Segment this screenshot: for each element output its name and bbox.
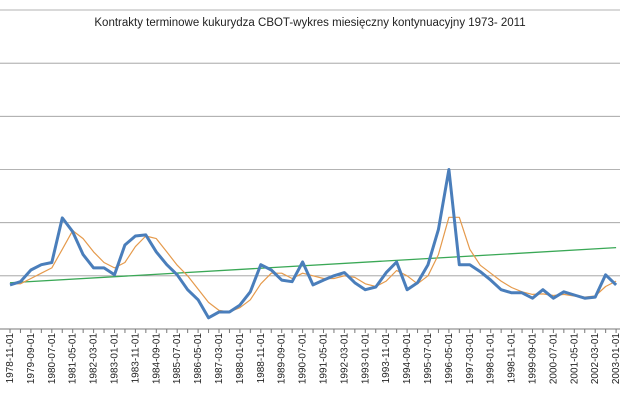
chart-title: Kontrakty terminowe kukurydza CBOT-wykre… xyxy=(94,17,525,29)
x-tick-label: 1981-05-01 xyxy=(68,333,79,385)
x-tick-label: 2001-05-01 xyxy=(569,333,580,385)
x-tick-label: 1988-01-01 xyxy=(235,333,246,385)
x-tick-label: 1994-09-01 xyxy=(402,333,413,385)
x-tick-label: 1988-11-01 xyxy=(256,333,267,384)
x-tick-label: 1991-05-01 xyxy=(319,333,330,385)
x-tick-label: 1998-11-01 xyxy=(507,333,518,384)
x-tick-label: 1995-07-01 xyxy=(423,333,434,385)
x-tick-label: 1992-03-01 xyxy=(339,333,350,385)
moving-average-line xyxy=(10,216,617,313)
trend-line xyxy=(9,247,617,284)
x-tick-label: 1983-11-01 xyxy=(130,333,141,384)
x-tick-label: 1999-09-01 xyxy=(528,333,539,385)
x-tick-label: 1996-05-01 xyxy=(444,333,455,385)
x-tick-label: 2000-07-01 xyxy=(548,333,559,385)
x-tick-label: 1983-01-01 xyxy=(110,333,121,385)
x-tick-label: 1998-01-01 xyxy=(486,333,497,385)
x-tick-label: 1985-07-01 xyxy=(172,333,183,385)
x-tick-label: 2003-01-01 xyxy=(611,333,620,385)
x-tick-label: 1982-03-01 xyxy=(89,333,100,385)
x-tick-label: 1978-11-01 xyxy=(5,333,16,384)
x-tick-label: 1979-09-01 xyxy=(26,333,37,385)
x-tick-label: 1997-03-01 xyxy=(465,333,476,385)
x-tick-label: 1993-11-01 xyxy=(381,333,392,384)
x-tick-label: 1986-05-01 xyxy=(193,333,204,385)
x-tick-label: 1990-07-01 xyxy=(298,333,309,385)
x-tick-label: 1993-01-01 xyxy=(360,333,371,385)
price-line xyxy=(9,168,618,320)
x-tick-label: 2002-03-01 xyxy=(590,333,601,385)
x-tick-label: 1984-09-01 xyxy=(151,333,162,385)
x-tick-label: 1989-09-01 xyxy=(277,333,288,385)
x-tick-label: 1987-03-01 xyxy=(214,333,225,385)
x-tick-label: 1980-07-01 xyxy=(47,333,58,385)
